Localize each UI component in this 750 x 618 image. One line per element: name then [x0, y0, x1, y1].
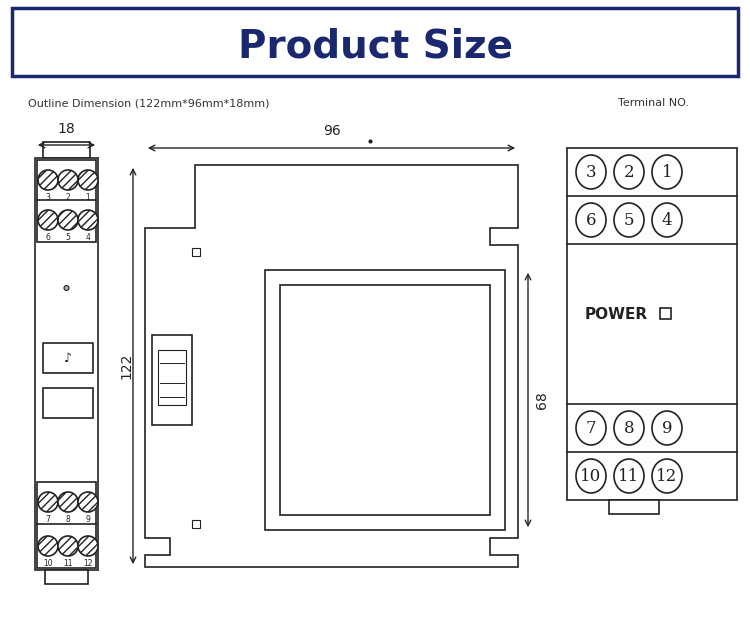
- Circle shape: [78, 210, 98, 230]
- Text: 12: 12: [656, 467, 678, 485]
- Circle shape: [58, 536, 78, 556]
- Circle shape: [78, 536, 98, 556]
- Text: 8: 8: [624, 420, 634, 436]
- Ellipse shape: [576, 155, 606, 189]
- Text: 10: 10: [580, 467, 602, 485]
- Ellipse shape: [576, 203, 606, 237]
- Text: 18: 18: [58, 122, 75, 136]
- Text: 12: 12: [83, 559, 93, 568]
- Text: Outline Dimension (122mm*96mm*18mm): Outline Dimension (122mm*96mm*18mm): [28, 98, 269, 108]
- Circle shape: [58, 210, 78, 230]
- Circle shape: [78, 492, 98, 512]
- Text: 6: 6: [46, 233, 50, 242]
- Bar: [280, 285, 490, 515]
- Ellipse shape: [614, 203, 644, 237]
- Bar: [43, 388, 93, 418]
- Text: 7: 7: [46, 515, 50, 524]
- Text: 1: 1: [86, 193, 90, 202]
- Text: 8: 8: [66, 515, 70, 524]
- Text: 4: 4: [662, 211, 672, 229]
- Polygon shape: [145, 165, 518, 567]
- Ellipse shape: [652, 459, 682, 493]
- Text: 5: 5: [65, 233, 70, 242]
- Ellipse shape: [652, 203, 682, 237]
- Text: 1: 1: [662, 164, 672, 180]
- Circle shape: [38, 492, 58, 512]
- Bar: [43, 142, 90, 158]
- Text: Terminal NO.: Terminal NO.: [618, 98, 689, 108]
- Ellipse shape: [652, 411, 682, 445]
- Bar: [37, 482, 96, 568]
- Circle shape: [58, 170, 78, 190]
- Text: 6: 6: [586, 211, 596, 229]
- Text: 2: 2: [66, 193, 70, 202]
- Text: 11: 11: [618, 467, 640, 485]
- Bar: [265, 270, 505, 530]
- Text: 5: 5: [624, 211, 634, 229]
- Circle shape: [78, 170, 98, 190]
- Bar: [12, 8, 738, 76]
- Ellipse shape: [652, 155, 682, 189]
- Ellipse shape: [614, 155, 644, 189]
- Circle shape: [58, 492, 78, 512]
- Text: 10: 10: [44, 559, 52, 568]
- Text: 96: 96: [322, 124, 340, 138]
- Bar: [37, 160, 96, 242]
- Bar: [45, 570, 88, 584]
- Circle shape: [38, 536, 58, 556]
- Bar: [192, 520, 200, 528]
- Bar: [660, 308, 671, 319]
- Ellipse shape: [576, 411, 606, 445]
- Bar: [152, 335, 192, 425]
- Bar: [609, 500, 659, 514]
- Text: 3: 3: [46, 193, 50, 202]
- Ellipse shape: [614, 459, 644, 493]
- Text: 122: 122: [119, 353, 133, 379]
- Circle shape: [38, 170, 58, 190]
- Text: 2: 2: [624, 164, 634, 180]
- Bar: [158, 350, 186, 405]
- Bar: [43, 343, 93, 373]
- Text: 3: 3: [586, 164, 596, 180]
- Text: POWER: POWER: [585, 307, 648, 321]
- Bar: [567, 148, 737, 500]
- Text: Product Size: Product Size: [238, 27, 512, 65]
- Text: 9: 9: [662, 420, 672, 436]
- Circle shape: [38, 210, 58, 230]
- Text: 11: 11: [63, 559, 73, 568]
- Ellipse shape: [576, 459, 606, 493]
- Bar: [35, 158, 98, 570]
- Bar: [192, 248, 200, 256]
- Text: 9: 9: [86, 515, 91, 524]
- Ellipse shape: [614, 411, 644, 445]
- Text: 4: 4: [86, 233, 91, 242]
- Text: 7: 7: [586, 420, 596, 436]
- Text: ♪: ♪: [64, 352, 72, 365]
- Circle shape: [64, 286, 69, 290]
- Text: 68: 68: [535, 391, 549, 409]
